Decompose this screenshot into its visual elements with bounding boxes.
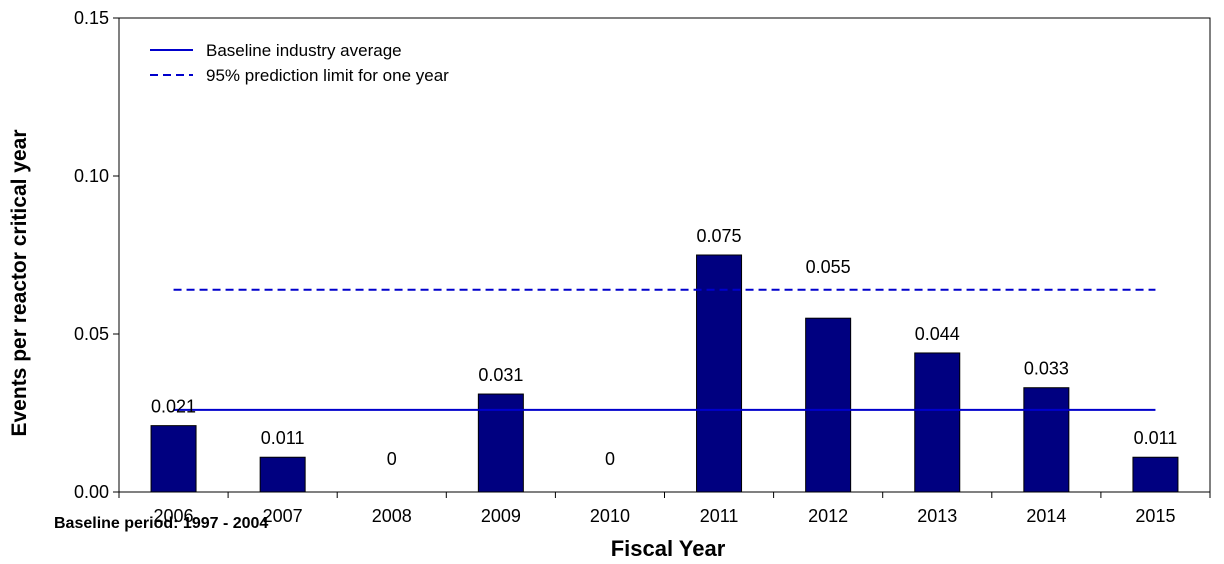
baseline-period-note: Baseline period: 1997 - 2004 [54, 515, 268, 532]
x-tick-label: 2011 [700, 506, 739, 526]
x-tick-label: 2010 [590, 506, 630, 526]
data-label: 0 [387, 449, 397, 469]
y-tick-label: 0.15 [74, 8, 109, 28]
bar [805, 317, 852, 493]
data-label: 0.021 [151, 397, 196, 417]
x-axis-title: Fiscal Year [611, 536, 726, 561]
data-label: 0.033 [1024, 359, 1069, 379]
y-tick-label: 0.10 [74, 166, 109, 186]
bar [150, 425, 197, 493]
x-tick-label: 2008 [372, 506, 412, 526]
bar [696, 254, 743, 493]
x-axis-ticks: 2006 2007 2008 2009 2010 2011 2012 2013 2014 2015 [118, 492, 1211, 526]
y-tick-label: 0.05 [74, 324, 109, 344]
x-tick-label: 2014 [1026, 506, 1066, 526]
data-label: 0.044 [915, 324, 960, 344]
bar [914, 352, 961, 493]
legend-label-prediction-limit: 95% prediction limit for one year [206, 66, 449, 85]
x-tick-label: 2012 [808, 506, 848, 526]
x-tick-label: 2007 [263, 506, 303, 526]
data-label: 0.055 [806, 257, 851, 277]
data-label: 0.031 [478, 365, 523, 385]
x-tick-label: 2015 [1135, 506, 1175, 526]
bar [1132, 456, 1179, 493]
bar [477, 393, 524, 493]
reference-lines [173, 288, 1156, 411]
legend-label-baseline: Baseline industry average [206, 41, 402, 60]
data-label: 0.011 [1134, 428, 1178, 448]
y-axis-title: Events per reactor critical year [8, 129, 31, 436]
legend: Baseline industry average 95% prediction… [150, 41, 449, 85]
data-label: 0.011 [261, 428, 305, 448]
y-tick-label: 0.00 [74, 482, 109, 502]
x-tick-label: 2009 [481, 506, 521, 526]
bar [1023, 387, 1070, 493]
data-label: 0.075 [697, 226, 742, 246]
x-tick-label: 2013 [917, 506, 957, 526]
x-tick-label: 2006 [154, 506, 194, 526]
data-labels: 0.021 0.011 0 0.031 0 0.075 0.055 0.044 0.033 0.0… [151, 226, 1177, 469]
data-label: 0 [605, 449, 615, 469]
bar [259, 456, 306, 493]
y-axis-ticks: 0.00 0.05 0.10 0.15 [74, 8, 119, 502]
